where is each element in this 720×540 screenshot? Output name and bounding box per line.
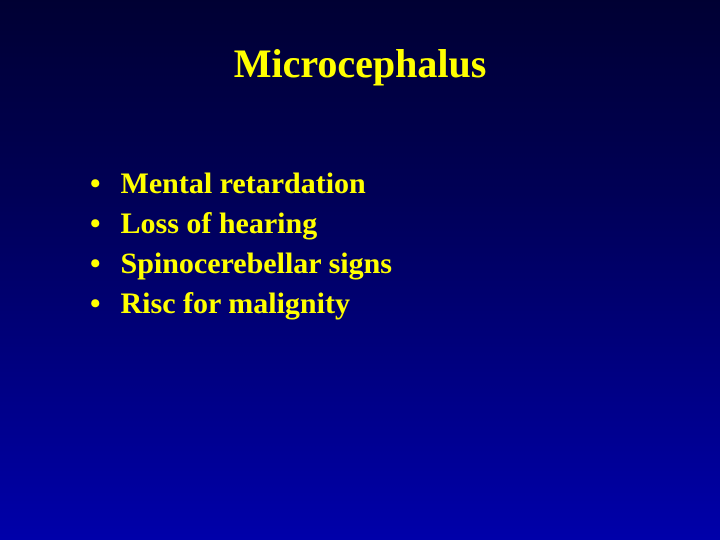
bullet-text: Mental retardation: [121, 167, 366, 201]
bullet-list: • Mental retardation • Loss of hearing •…: [50, 167, 670, 321]
list-item: • Risc for malignity: [90, 287, 670, 321]
list-item: • Loss of hearing: [90, 207, 670, 241]
slide-title: Microcephalus: [50, 40, 670, 87]
bullet-icon: •: [90, 287, 101, 321]
list-item: • Mental retardation: [90, 167, 670, 201]
slide-container: Microcephalus • Mental retardation • Los…: [0, 0, 720, 540]
bullet-text: Risc for malignity: [121, 287, 350, 321]
bullet-icon: •: [90, 247, 101, 281]
bullet-icon: •: [90, 207, 101, 241]
bullet-text: Spinocerebellar signs: [121, 247, 392, 281]
list-item: • Spinocerebellar signs: [90, 247, 670, 281]
bullet-text: Loss of hearing: [121, 207, 318, 241]
bullet-icon: •: [90, 167, 101, 201]
